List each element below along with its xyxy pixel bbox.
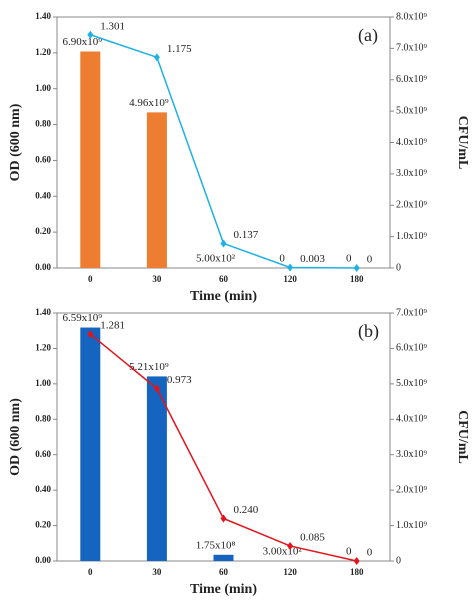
line-value-label: 0.003 [300,253,325,265]
y2-tick-label: 4.0x10⁹ [396,137,428,148]
bar-value-label: 0 [279,253,285,265]
bar-value-label: 0 [346,253,352,265]
y-tick-label: 0.00 [35,262,51,272]
bar-value-label: 0 [346,546,352,558]
y2-tick-label: 2.0x10⁹ [396,200,428,211]
line-value-label: 0.973 [167,374,192,386]
x-axis-title: Time (min) [190,582,257,597]
bar-value-label: 1.75x10⁸ [196,539,236,551]
y-tick-label: 1.40 [35,307,51,317]
marker [154,53,160,61]
x-tick-label: 180 [350,274,364,284]
y-axis-title: OD (600 nm) [8,103,23,181]
y2-tick-label: 1.0x10⁹ [396,520,428,531]
y-tick-label: 0.80 [35,119,51,129]
x-axis-title: Time (min) [190,289,257,304]
y2-tick-label: 1.0x10⁹ [396,231,428,242]
y-tick-label: 0.40 [35,190,51,200]
y2-tick-label: 8.0x10⁹ [396,11,428,22]
bar [80,52,100,268]
y-tick-label: 1.20 [35,342,51,352]
y2-tick-label: 7.0x10⁹ [396,43,428,54]
marker [221,239,227,247]
y2-tick-label: 0 [396,555,401,566]
y2-tick-label: 0 [396,262,401,273]
y2-tick-label: 3.0x10⁹ [396,168,428,179]
y2-tick-label: 4.0x10⁹ [396,414,428,425]
line-value-label: 1.301 [100,20,125,32]
y2-axis-title: CFU/mL [455,116,470,170]
y-tick-label: 0.60 [35,449,51,459]
x-tick-label: 120 [283,567,297,577]
bar [214,555,234,561]
marker [354,264,360,272]
bar [147,112,167,268]
x-tick-label: 0 [88,274,93,284]
bar [147,376,167,561]
y2-tick-label: 3.0x10⁹ [396,449,428,460]
marker [287,263,293,271]
y2-tick-label: 7.0x10⁹ [396,307,428,318]
line-value-label: 0 [367,254,373,266]
x-tick-label: 0 [88,567,93,577]
marker [354,557,360,565]
x-tick-label: 180 [350,567,364,577]
y2-tick-label: 2.0x10⁹ [396,484,428,495]
x-tick-label: 60 [219,274,229,284]
bar-value-label: 6.90x10⁹ [63,36,103,48]
y2-axis-title: CFU/mL [455,410,470,464]
y2-tick-label: 5.0x10⁹ [396,378,428,389]
bar [80,328,100,561]
y-axis-title: OD (600 nm) [8,398,23,476]
y-tick-label: 0.40 [35,484,51,494]
line-value-label: 1.175 [167,43,192,55]
y-tick-label: 0.20 [35,520,51,530]
x-tick-label: 30 [152,274,162,284]
y-tick-label: 0.00 [35,555,51,565]
x-tick-label: 30 [152,567,162,577]
line-value-label: 1.281 [100,320,125,332]
line-value-label: 0.240 [234,504,259,516]
x-tick-label: 120 [283,274,297,284]
y-tick-label: 1.00 [35,378,51,388]
y2-tick-label: 6.0x10⁹ [396,343,428,354]
bar-value-label: 6.59x10⁹ [63,312,103,324]
bar-value-label: 5.00x10² [196,253,236,265]
y-tick-label: 1.20 [35,47,51,57]
y-tick-label: 0.60 [35,154,51,164]
y2-tick-label: 6.0x10⁹ [396,74,428,85]
y2-tick-label: 5.0x10⁹ [396,105,428,116]
line-value-label: 0 [367,547,373,559]
bar-value-label: 4.96x10⁹ [129,97,169,109]
panel-label: (a) [358,25,378,46]
y-tick-label: 0.80 [35,413,51,423]
line-value-label: 0.137 [234,229,259,241]
panel-label: (b) [358,321,379,342]
line [90,35,356,268]
y-tick-label: 1.00 [35,83,51,93]
line-value-label: 0.085 [300,531,325,543]
y-tick-label: 1.40 [35,11,51,21]
y-tick-label: 0.20 [35,226,51,236]
x-tick-label: 60 [219,567,229,577]
